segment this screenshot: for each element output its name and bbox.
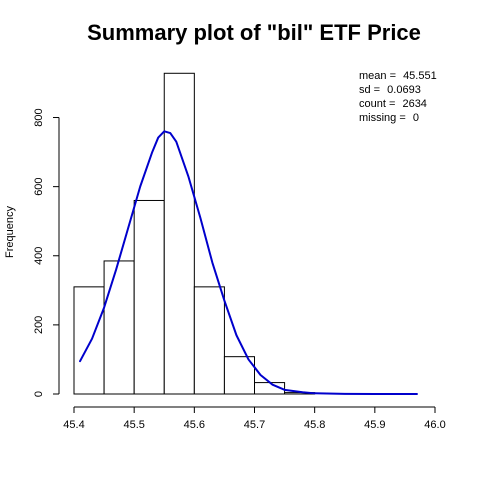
histogram-bars (73, 72, 316, 395)
stats-count-label: count = (359, 98, 395, 110)
stats-sd-label: sd = (359, 84, 380, 96)
x-tick-label-6: 46.0 (424, 419, 445, 431)
x-tick-label-2: 45.6 (184, 419, 205, 431)
stats-missing-label: missing = (359, 112, 406, 124)
histogram-bar-2 (133, 199, 165, 395)
y-tick-label-4: 800 (33, 108, 45, 126)
stats-mean-value: 45.551 (403, 70, 437, 82)
y-tick-label-0: 0 (33, 391, 45, 397)
stats-missing-value: 0 (413, 112, 419, 124)
stats-sd: sd = 0.0693 (359, 84, 421, 96)
y-axis: 0 200 400 600 800 (33, 108, 60, 397)
histogram-bar-3 (163, 72, 195, 395)
histogram-bar-4 (193, 286, 225, 395)
histogram-bar-1 (103, 260, 135, 395)
density-curve-group (79, 130, 418, 395)
stats-panel: mean = 45.551 sd = 0.0693 count = 2634 m… (359, 70, 437, 124)
chart-title: Summary plot of "bil" ETF Price (87, 20, 421, 45)
x-tick-label-5: 45.9 (364, 419, 385, 431)
y-tick-label-3: 600 (33, 177, 45, 195)
stats-mean: mean = 45.551 (359, 70, 437, 82)
y-tick-label-2: 400 (33, 247, 45, 265)
x-tick-label-4: 45.8 (304, 419, 325, 431)
y-axis-label: Frequency (4, 206, 16, 258)
x-tick-label-0: 45.4 (63, 419, 84, 431)
histogram-bar-5 (223, 356, 256, 395)
x-tick-label-1: 45.5 (123, 419, 144, 431)
stats-count-value: 2634 (402, 98, 426, 110)
stats-mean-label: mean = (359, 70, 396, 82)
stats-count: count = 2634 (359, 98, 427, 110)
density-curve (79, 130, 418, 395)
x-tick-label-3: 45.7 (244, 419, 265, 431)
histogram-bar-0 (73, 286, 105, 395)
y-tick-label-1: 200 (33, 316, 45, 334)
x-axis: 45.4 45.5 45.6 45.7 45.8 45.9 46.0 (63, 406, 446, 431)
stats-missing: missing = 0 (359, 112, 419, 124)
stats-sd-value: 0.0693 (387, 84, 421, 96)
